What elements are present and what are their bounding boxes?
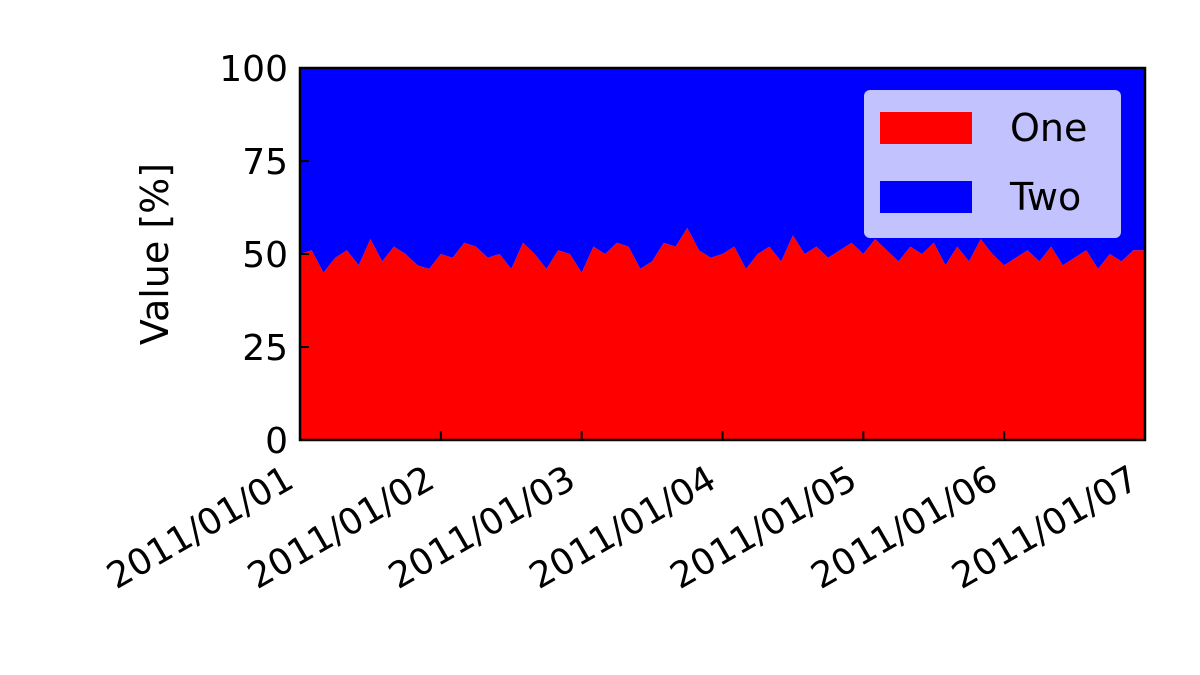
- legend: One Two: [864, 90, 1121, 238]
- legend-label-two: Two: [1009, 175, 1081, 219]
- area-series-one: [300, 228, 1145, 440]
- y-tick-label: 100: [219, 49, 288, 90]
- y-axis-label: Value [%]: [133, 163, 177, 345]
- y-axis: 0 25 50 75 100: [219, 49, 309, 462]
- legend-swatch-one: [880, 112, 972, 144]
- y-tick-label: 75: [242, 142, 288, 183]
- y-tick-label: 50: [242, 235, 288, 276]
- y-tick-label: 25: [242, 328, 288, 369]
- legend-swatch-two: [880, 181, 972, 213]
- legend-label-one: One: [1010, 106, 1087, 150]
- x-axis: 2011/01/012011/01/022011/01/032011/01/04…: [100, 431, 1146, 598]
- y-tick-label: 0: [265, 421, 288, 462]
